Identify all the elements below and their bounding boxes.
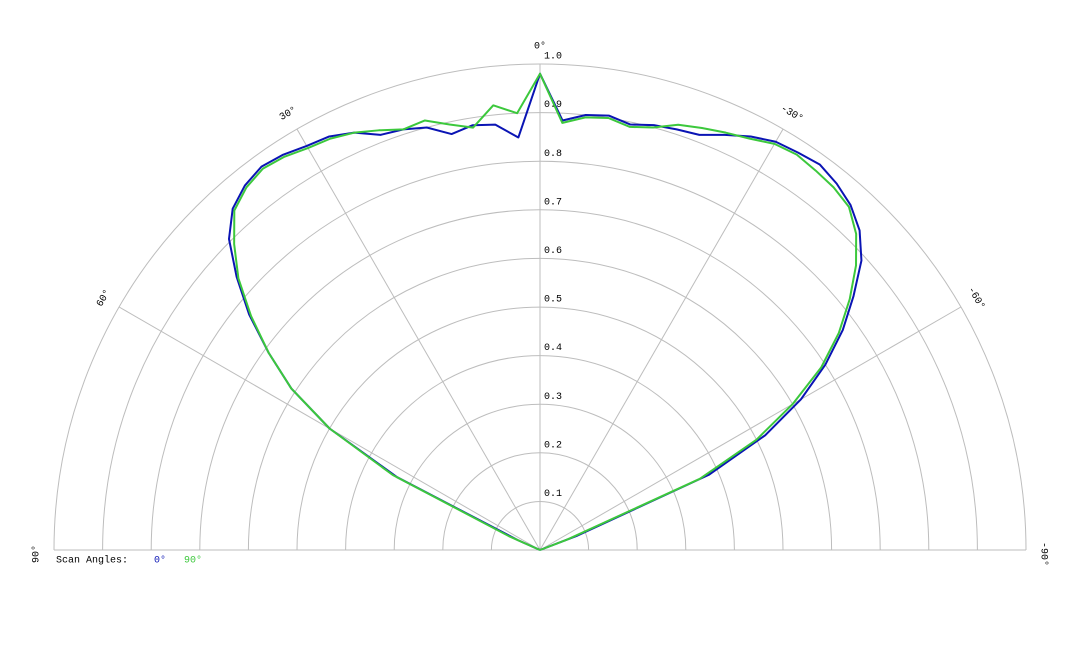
legend-title: Scan Angles: bbox=[56, 555, 128, 567]
r-tick-label: 1.0 bbox=[544, 52, 562, 63]
angle-label: -30° bbox=[778, 103, 805, 125]
series-line bbox=[227, 72, 863, 551]
angle-label: 60° bbox=[94, 288, 113, 310]
angle-label: 0° bbox=[534, 41, 546, 53]
r-tick-label: 0.9 bbox=[544, 100, 562, 111]
series-line bbox=[233, 72, 858, 551]
grid-spoke bbox=[539, 306, 962, 551]
legend-entry: 0° bbox=[154, 555, 166, 567]
angle-label: 30° bbox=[278, 104, 300, 123]
grid-spoke bbox=[539, 128, 784, 551]
grid-spoke bbox=[296, 128, 541, 551]
angle-label: 90° bbox=[31, 545, 43, 563]
angle-label: -60° bbox=[965, 285, 987, 312]
r-tick-label: 0.3 bbox=[544, 392, 562, 403]
angle-label: -90° bbox=[1037, 542, 1049, 566]
r-tick-label: 0.5 bbox=[544, 295, 562, 306]
r-tick-label: 0.6 bbox=[544, 246, 562, 257]
r-tick-label: 0.8 bbox=[544, 149, 562, 160]
legend-entry: 90° bbox=[184, 555, 202, 567]
r-tick-label: 0.2 bbox=[544, 440, 562, 451]
r-tick-label: 0.1 bbox=[544, 489, 562, 500]
r-tick-label: 0.7 bbox=[544, 197, 562, 208]
r-tick-label: 0.4 bbox=[544, 343, 562, 354]
